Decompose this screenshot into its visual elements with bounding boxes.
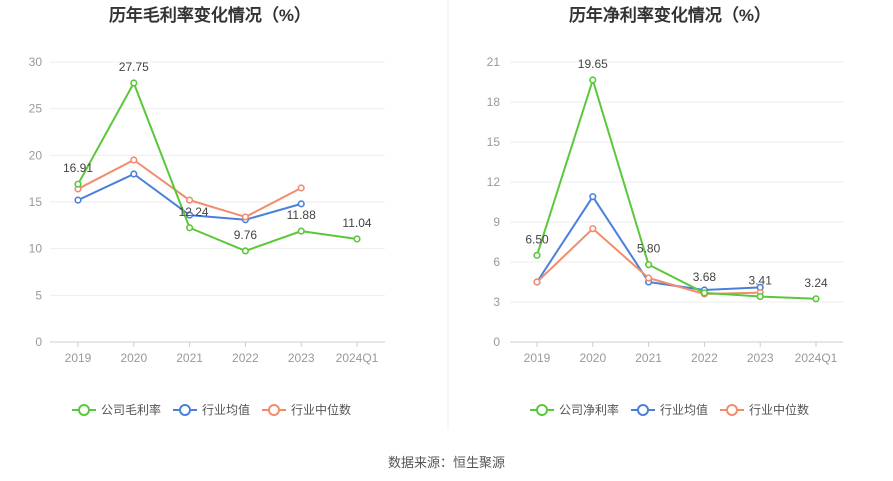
data-point [353,235,361,243]
data-point [700,289,709,297]
data-point [297,184,305,192]
data-point [297,200,305,208]
gross-margin-chart: 历年毛利率变化情况（%） 0 5 10 15 20 25 30 2019 2020 2021 2022… [29,5,385,417]
legend-label: 行业中位数 [291,402,351,417]
y-tick-label: 18 [487,95,501,109]
data-point [130,156,138,164]
data-label: 11.88 [287,208,316,222]
data-label: 3.68 [693,270,717,284]
legend-swatch-marker [268,404,280,416]
legend-swatch-marker [536,404,548,416]
data-point [297,227,305,235]
y-tick-label: 0 [493,335,500,349]
legend-label: 公司毛利率 [101,402,161,417]
x-tick-label: 2022 [232,351,259,365]
series-line [77,82,358,252]
y-tick-label: 5 [35,288,42,302]
data-point [241,247,249,255]
data-point [130,170,138,178]
data-point [589,76,597,84]
data-point [644,261,653,269]
y-tick-label: 15 [29,195,43,209]
data-label: 6.50 [525,232,549,246]
data-label: 3.41 [749,274,773,288]
y-tick-label: 30 [29,55,43,69]
data-point [130,79,138,87]
legend-swatch-marker [637,404,649,416]
y-tick-label: 0 [35,335,42,349]
x-tick-label: 2024Q1 [336,351,379,365]
series-line [536,79,817,300]
data-point [589,193,597,201]
data-label: 27.75 [119,60,149,74]
x-tick-label: 2021 [635,351,662,365]
data-point [533,278,541,286]
data-point [589,225,597,233]
data-label: 9.76 [234,228,258,242]
data-point [533,251,541,259]
data-label: 12.24 [179,205,209,219]
y-tick-label: 9 [493,215,500,229]
net-margin-chart: 历年净利率变化情况（%） 0 3 6 9 12 15 18 21 2019 2020 2021 2022… [487,5,843,417]
y-tick-label: 20 [29,148,43,162]
x-tick-label: 2023 [747,351,774,365]
data-label: 3.24 [804,276,828,290]
x-tick-label: 2023 [288,351,315,365]
y-tick-label: 6 [493,255,500,269]
data-point [644,274,653,282]
legend-swatch-marker [726,404,738,416]
data-point [74,180,82,188]
y-tick-label: 12 [487,175,501,189]
x-tick-label: 2020 [120,351,147,365]
legend-label: 行业均值 [202,402,250,417]
y-tick-label: 25 [29,102,43,116]
data-point [186,224,194,232]
y-tick-label: 21 [487,55,501,69]
data-label: 19.65 [578,57,608,71]
x-tick-label: 2019 [524,351,551,365]
data-point [756,292,764,301]
data-label: 11.04 [342,216,371,230]
x-tick-label: 2019 [65,351,92,365]
data-point [241,213,249,221]
legend-swatch-marker [78,404,90,416]
chart-title: 历年净利率变化情况（%） [569,5,771,25]
data-point [186,196,194,204]
data-point [186,211,194,219]
data-point [74,196,82,204]
data-point [812,295,820,303]
legend-swatch-marker [179,404,191,416]
x-tick-label: 2022 [691,351,718,365]
y-tick-label: 10 [29,242,43,256]
data-label: 5.80 [637,242,661,256]
chart-title: 历年毛利率变化情况（%） [109,5,311,25]
x-tick-label: 2021 [176,351,203,365]
y-tick-label: 15 [487,135,501,149]
legend-label: 行业均值 [660,402,708,417]
legend-label: 行业中位数 [749,402,809,417]
legend-label: 公司净利率 [559,402,619,417]
x-tick-label: 2024Q1 [795,351,838,365]
source-note: 数据来源：恒生聚源 [388,455,505,470]
x-tick-label: 2020 [579,351,606,365]
data-label: 16.91 [63,161,93,175]
y-tick-label: 3 [493,295,500,309]
